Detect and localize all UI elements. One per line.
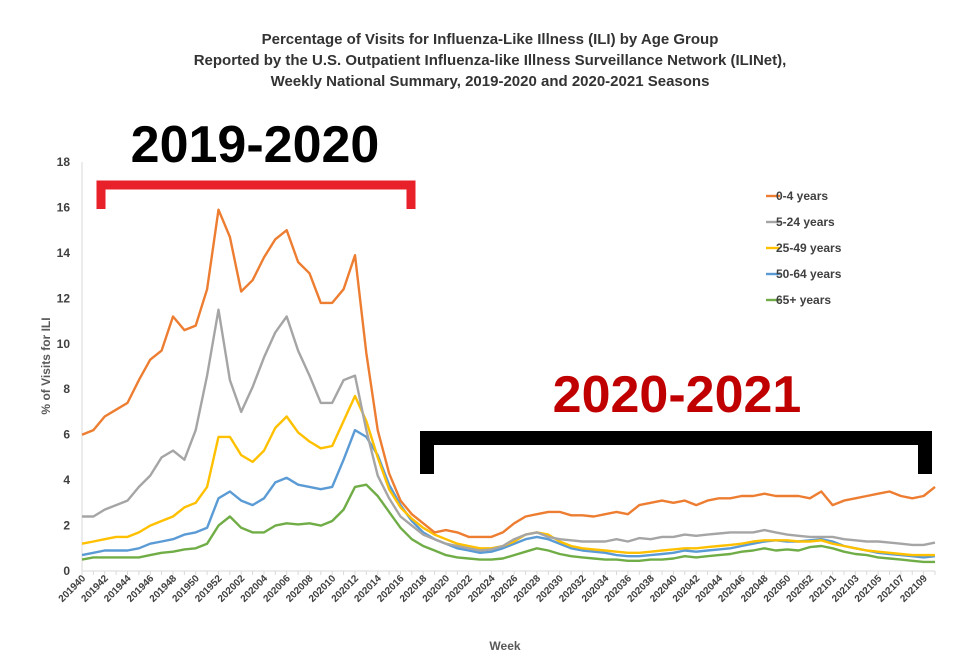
- y-tick-label: 2: [63, 519, 70, 533]
- season-2019-2020-bracket: [96, 180, 416, 209]
- chart-title-line-3: Weekly National Summary, 2019-2020 and 2…: [271, 73, 710, 90]
- chart-title-line-2: Reported by the U.S. Outpatient Influenz…: [194, 52, 787, 69]
- y-tick-label: 0: [63, 564, 70, 578]
- series-line-0-4-years: [81, 208, 936, 539]
- x-axis-label: Week: [489, 639, 520, 653]
- season-2020-2021-bracket: [420, 431, 932, 474]
- legend: 0-4 years 5-24 years 25-49 years 50-64 year…: [766, 189, 842, 307]
- season-2019-2020-label: 2019-2020: [131, 116, 380, 174]
- series-group: [81, 208, 936, 564]
- legend-label: 0-4 years: [776, 189, 828, 203]
- legend-label: 50-64 years: [776, 267, 842, 281]
- y-tick-label: 8: [63, 382, 70, 396]
- y-tick-label: 6: [63, 428, 70, 442]
- season-annotations: 2019-2020 2020-2021: [96, 116, 932, 474]
- series-line-5-24-years: [82, 308, 936, 552]
- y-axis-label: % of Visits for ILI: [39, 317, 53, 414]
- legend-label: 25-49 years: [776, 241, 842, 255]
- series-line-65-years: [81, 483, 935, 564]
- chart-title-line-1: Percentage of Visits for Influenza-Like …: [262, 31, 719, 48]
- y-tick-label: 10: [57, 337, 71, 351]
- legend-label: 65+ years: [776, 293, 831, 307]
- legend-label: 5-24 years: [776, 215, 835, 229]
- season-2020-2021-label: 2020-2021: [553, 366, 802, 424]
- y-tick-label: 18: [57, 155, 71, 169]
- y-tick-label: 4: [63, 473, 70, 487]
- y-axis: 0 2 4 6 8 10 12 14 16 18: [57, 155, 83, 578]
- y-tick-label: 16: [57, 200, 71, 214]
- y-tick-label: 14: [57, 246, 71, 260]
- y-tick-label: 12: [57, 291, 71, 305]
